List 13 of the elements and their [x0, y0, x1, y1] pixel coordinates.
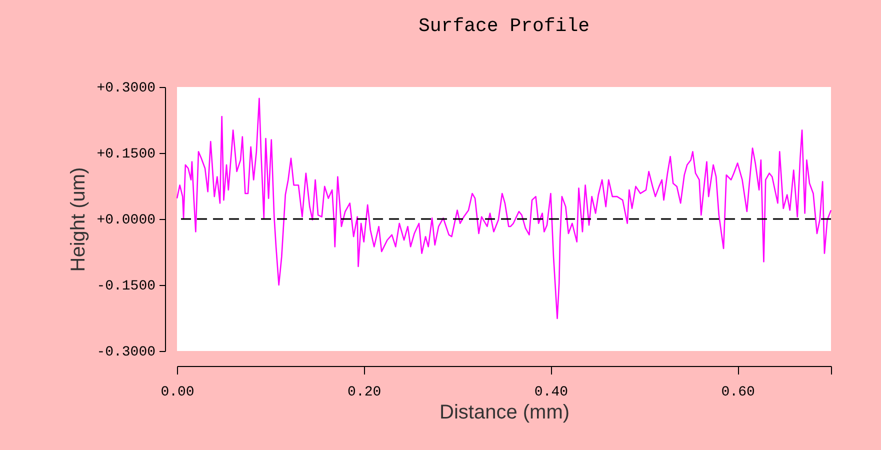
y-tick-label: +0.1500 — [96, 146, 156, 162]
x-tick-label: 0.00 — [160, 384, 194, 400]
y-tick-label: +0.3000 — [96, 80, 156, 96]
y-tick-label: -0.3000 — [96, 344, 156, 360]
y-tick-label: +0.0000 — [96, 212, 156, 228]
y-tick-label: -0.1500 — [96, 278, 156, 294]
chart-title: Surface Profile — [418, 15, 590, 37]
y-axis-title: Height (um) — [68, 167, 90, 272]
line-series — [176, 98, 832, 320]
x-tick-label: 0.40 — [534, 384, 568, 400]
x-tick-label: 0.20 — [348, 384, 382, 400]
x-tick-label: 0.60 — [721, 384, 755, 400]
x-axis-title: Distance (mm) — [439, 402, 570, 424]
